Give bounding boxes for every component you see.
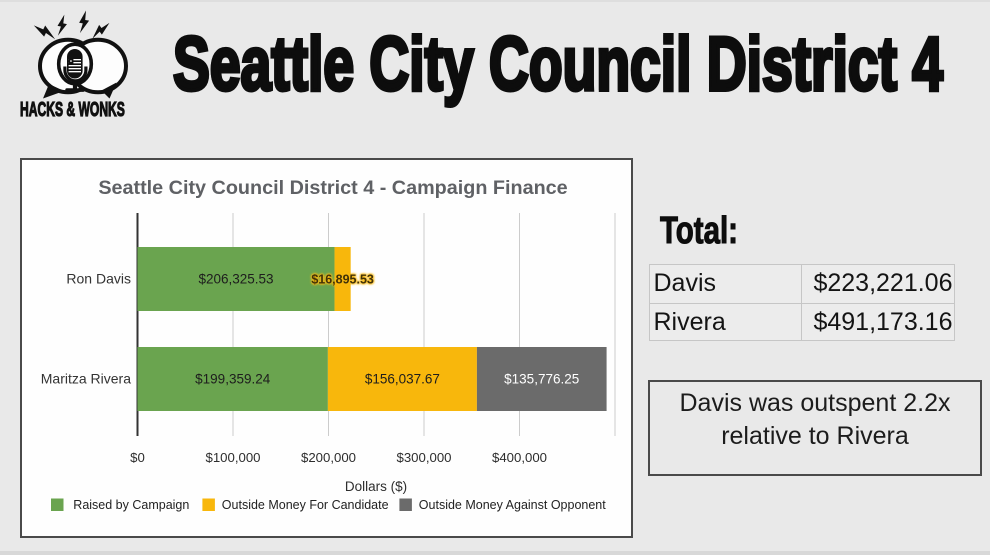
- svg-text:$206,325.53: $206,325.53: [198, 272, 273, 287]
- svg-text:Ron Davis: Ron Davis: [66, 271, 131, 287]
- svg-text:Raised by Campaign: Raised by Campaign: [73, 498, 189, 512]
- svg-text:Outside Money For Candidate: Outside Money For Candidate: [222, 498, 389, 512]
- svg-text:$200,000: $200,000: [301, 450, 356, 465]
- svg-text:$300,000: $300,000: [396, 450, 451, 465]
- svg-text:Dollars ($): Dollars ($): [345, 479, 407, 494]
- svg-text:Seattle City Council District: Seattle City Council District 4 - Campai…: [98, 177, 567, 199]
- svg-text:$135,776.25: $135,776.25: [504, 372, 579, 387]
- svg-text:$156,037.67: $156,037.67: [365, 372, 440, 387]
- svg-text:$0: $0: [130, 450, 145, 465]
- svg-text:Maritza Rivera: Maritza Rivera: [41, 371, 131, 387]
- svg-text:$400,000: $400,000: [492, 450, 547, 465]
- svg-text:$16,895.53: $16,895.53: [311, 273, 374, 287]
- svg-text:$199,359.24: $199,359.24: [195, 372, 271, 387]
- svg-text:$100,000: $100,000: [205, 450, 260, 465]
- svg-text:Outside Money Against Opponent: Outside Money Against Opponent: [419, 498, 606, 512]
